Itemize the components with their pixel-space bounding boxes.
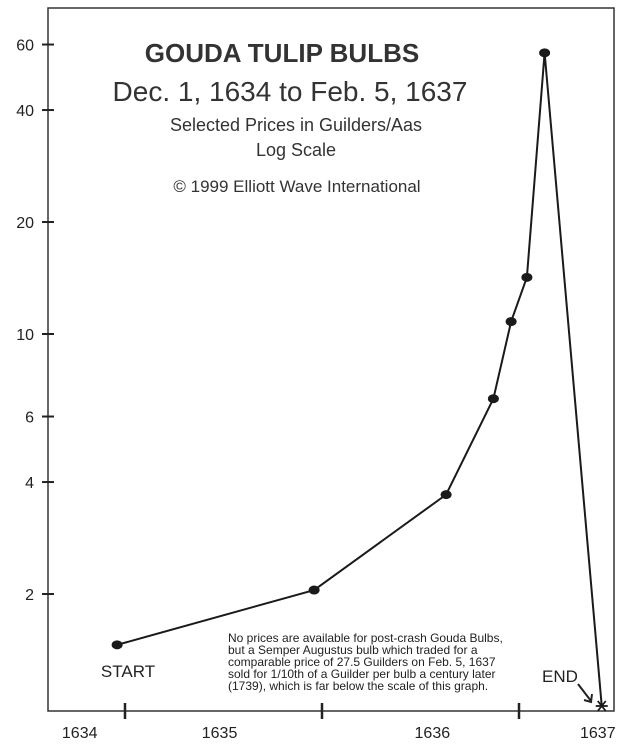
plot-frame bbox=[47, 7, 615, 712]
x-tick-label: 1634 bbox=[62, 725, 98, 742]
y-tick-label: 20 bbox=[16, 215, 34, 232]
chart-title: GOUDA TULIP BULBS bbox=[145, 38, 419, 68]
x-tick-label: 1636 bbox=[415, 725, 451, 742]
note-line: No prices are available for post-crash G… bbox=[228, 631, 503, 645]
y-tick-label: 4 bbox=[25, 475, 34, 492]
y-tick-label: 10 bbox=[16, 327, 34, 344]
data-point bbox=[308, 585, 320, 595]
y-tick-label: 60 bbox=[16, 38, 34, 55]
star-stroke bbox=[597, 700, 607, 712]
x-tick-label: 1637 bbox=[580, 725, 616, 742]
y-tick-label: 6 bbox=[25, 410, 34, 427]
price-series bbox=[111, 48, 608, 712]
y-tick-label: 40 bbox=[16, 103, 34, 120]
end-label: END bbox=[542, 667, 578, 686]
data-point bbox=[505, 317, 517, 327]
note-line: comparable price of 27.5 Guilders on Feb… bbox=[228, 655, 496, 669]
copyright-note: © 1999 Elliott Wave International bbox=[173, 177, 420, 196]
y-axis: 2 4 6 10 20 40 60 bbox=[16, 38, 54, 604]
end-arrow bbox=[577, 683, 593, 704]
data-point bbox=[440, 490, 452, 500]
x-tick-label: 1635 bbox=[202, 725, 238, 742]
x-axis: 1634 1635 1636 1637 bbox=[62, 703, 616, 742]
note-line: (1739), which is far below the scale of … bbox=[228, 679, 488, 693]
chart-subtitle: Dec. 1, 1634 to Feb. 5, 1637 bbox=[113, 76, 468, 107]
start-label: START bbox=[101, 662, 155, 681]
data-point bbox=[487, 394, 499, 404]
data-point bbox=[539, 48, 551, 58]
scale-note: Log Scale bbox=[256, 140, 336, 160]
note-line: but a Semper Augustus bulb which traded … bbox=[228, 643, 478, 657]
end-star-marker bbox=[595, 700, 608, 712]
data-point bbox=[111, 640, 123, 650]
annotation-note: No prices are available for post-crash G… bbox=[228, 631, 503, 693]
data-point bbox=[521, 272, 533, 282]
note-line: sold for 1/10th of a Guilder per bulb a … bbox=[228, 667, 496, 681]
chart-subtitle-2: Selected Prices in Guilders/Aas bbox=[170, 115, 422, 135]
price-line bbox=[116, 52, 603, 707]
y-tick-label: 2 bbox=[25, 587, 34, 604]
